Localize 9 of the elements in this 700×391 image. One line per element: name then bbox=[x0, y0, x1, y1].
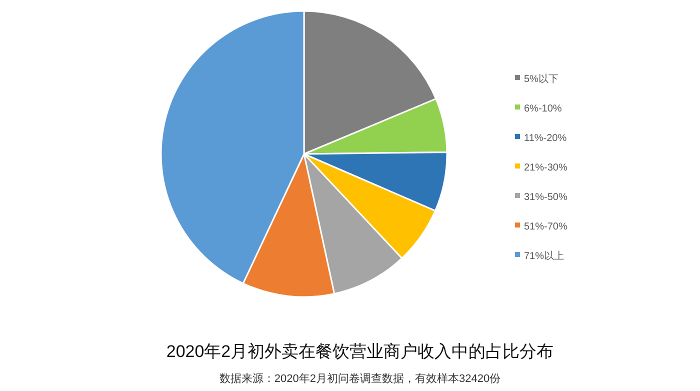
legend-label: 21%-30% bbox=[524, 162, 568, 174]
legend-label: 11%-20% bbox=[524, 133, 567, 144]
text: 2020年2月初外卖在餐饮营业商户收入中的占比分布 bbox=[166, 342, 554, 361]
source-note: 数据来源：2020年2月初问卷调查数据，有效样本32420份 bbox=[219, 372, 501, 385]
legend-label: 5%以下 bbox=[524, 73, 558, 85]
legend-label: 71%以上 bbox=[524, 250, 564, 262]
legend-label: 51%-70% bbox=[524, 222, 568, 232]
legend-label: 6%-10% bbox=[524, 104, 562, 114]
legend-label: 31%-50% bbox=[524, 192, 568, 203]
